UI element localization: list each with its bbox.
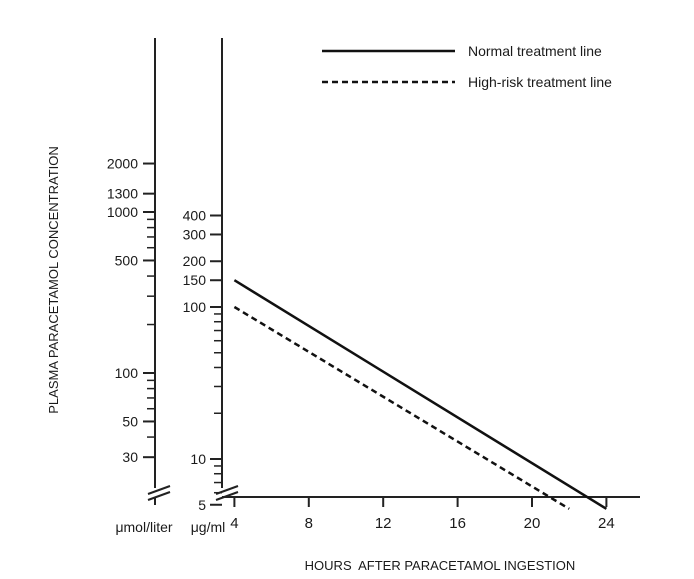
ugml-tick-label: 150 [183, 272, 207, 288]
legend-normal-label: Normal treatment line [468, 43, 602, 59]
umol-tick-label: 1300 [107, 186, 138, 202]
ugml-tick-label: 300 [183, 226, 207, 242]
x-tick-label: 4 [230, 515, 238, 532]
high-risk-treatment-line [233, 305, 570, 510]
umol-tick-label: 30 [122, 449, 138, 465]
x-axis-title: HOURS AFTER PARACETAMOL INGESTION [305, 558, 576, 573]
ugml-tick-label: 400 [183, 207, 207, 223]
umol-unit-label: μmol/liter [115, 519, 172, 535]
umol-tick-label: 100 [115, 365, 139, 381]
x-axis-ticks: 4 8 12 16 20 24 [230, 497, 615, 532]
ugml-tick-label: 10 [190, 451, 206, 467]
ugml-unit-label: μg/ml [191, 519, 226, 535]
x-tick-label: 16 [449, 515, 466, 532]
umol-axis-ticks: 2000 1300 1000 500 100 50 30 [107, 156, 155, 465]
ugml-tick-label: 5 [198, 497, 206, 513]
x-tick-label: 24 [598, 515, 615, 532]
legend: Normal treatment line High-risk treatmen… [322, 43, 612, 90]
series-lines [233, 279, 608, 510]
x-tick-label: 12 [375, 515, 392, 532]
umol-tick-label: 500 [115, 252, 139, 268]
umol-tick-label: 1000 [107, 204, 138, 220]
ugml-axis-ticks: 400 300 200 150 100 10 5 [183, 207, 222, 513]
normal-treatment-line [233, 279, 608, 510]
x-tick-label: 8 [305, 515, 313, 532]
y-axis-title: PLASMA PARACETAMOL CONCENTRATION [46, 146, 61, 414]
umol-tick-label: 2000 [107, 156, 138, 172]
umol-axis-break [147, 485, 171, 505]
ugml-tick-label: 200 [183, 253, 207, 269]
x-tick-label: 20 [524, 515, 541, 532]
legend-high-risk-label: High-risk treatment line [468, 74, 612, 90]
umol-tick-label: 50 [122, 413, 138, 429]
ugml-tick-label: 100 [183, 299, 207, 315]
